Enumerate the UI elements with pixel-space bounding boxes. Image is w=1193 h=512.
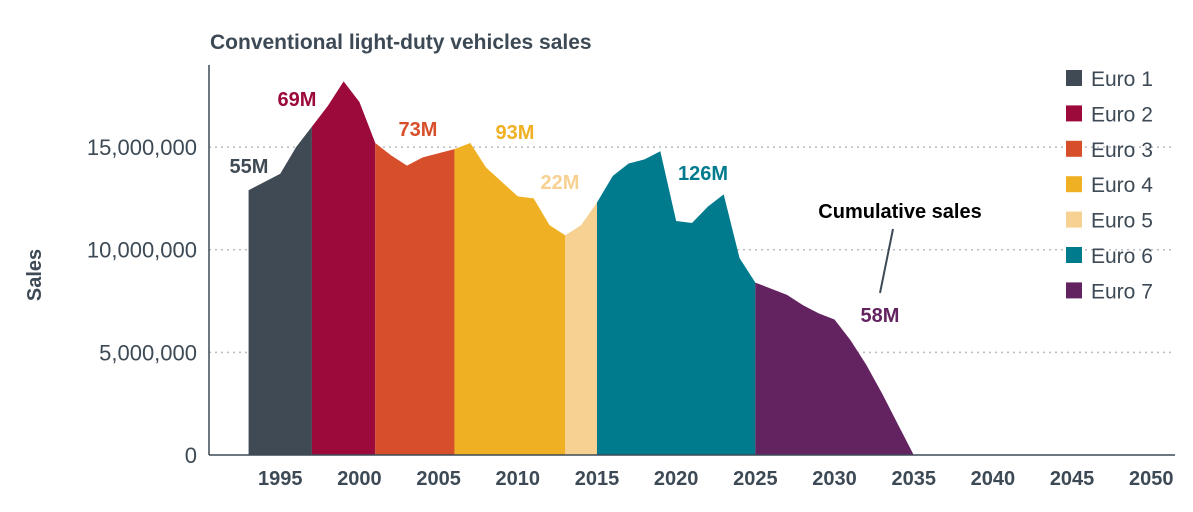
legend: Euro 1 Euro 2 Euro 3 Euro 4 Euro 5 Euro 6 Euro… (1066, 68, 1153, 303)
legend-label: Euro 7 (1091, 280, 1153, 303)
area-segments (248, 81, 914, 456)
legend-label: Euro 4 (1091, 174, 1153, 197)
area-euro-4 (454, 143, 566, 455)
y-axis-label: Sales (24, 249, 46, 301)
y-tick-label: 0 (185, 443, 197, 468)
legend-swatch (1066, 140, 1082, 157)
x-tick-label: 1995 (258, 468, 303, 490)
axes (208, 65, 1175, 456)
area-euro-6 (596, 151, 756, 456)
x-tick-label: 2045 (1050, 468, 1095, 490)
y-tick-label: 5,000,000 (99, 340, 197, 365)
area-euro-1 (248, 126, 312, 455)
legend-label: Euro 1 (1091, 68, 1153, 91)
grid (209, 146, 1175, 354)
legend-label: Euro 5 (1091, 210, 1153, 233)
total-label-euro-4: 93M (496, 122, 535, 144)
legend-label: Euro 3 (1091, 139, 1153, 162)
total-label-euro-1: 55M (230, 156, 269, 178)
chart-title: Conventional light-duty vehicles sales (210, 31, 592, 54)
x-tick-label: 2000 (337, 468, 382, 490)
area-euro-2 (311, 81, 376, 455)
legend-swatch (1066, 211, 1082, 228)
y-tick-label: 15,000,000 (87, 135, 197, 160)
legend-swatch (1066, 247, 1082, 263)
cumulative-sales-annotation: Cumulative sales (818, 201, 982, 294)
legend-swatch (1066, 176, 1082, 193)
x-tick-label: 2030 (812, 468, 857, 490)
y-axis-ticks: 0 5,000,000 10,000,000 15,000,000 (87, 135, 197, 468)
annotation-text: Cumulative sales (818, 201, 981, 223)
legend-swatch (1066, 70, 1082, 86)
legend-label: Euro 2 (1091, 103, 1153, 126)
total-label-euro-7: 58M (861, 305, 900, 327)
total-label-euro-2: 69M (278, 89, 317, 111)
x-tick-label: 2005 (416, 468, 461, 490)
area-euro-3 (375, 143, 455, 455)
x-tick-label: 2040 (971, 468, 1016, 490)
y-tick-label: 10,000,000 (87, 238, 197, 263)
x-tick-label: 2035 (891, 468, 936, 490)
legend-swatch (1066, 282, 1082, 299)
x-tick-label: 2015 (575, 468, 620, 490)
x-tick-label: 2025 (733, 468, 778, 490)
x-axis-ticks: 1995 2000 2005 2010 2015 2020 2025 2030 2035 2040… (258, 468, 1173, 490)
area-euro-7 (755, 282, 914, 455)
legend-label: Euro 6 (1091, 245, 1153, 268)
annotation-leader-line (879, 228, 894, 294)
segment-total-labels: 55M 69M 73M 93M 22M 126M 58M (230, 89, 900, 327)
x-tick-label: 2010 (496, 468, 541, 490)
total-label-euro-3: 73M (399, 119, 438, 141)
x-tick-label: 2050 (1129, 468, 1174, 490)
total-label-euro-6: 126M (678, 163, 728, 185)
area-euro-5 (565, 202, 597, 455)
total-label-euro-5: 22M (541, 172, 580, 194)
x-tick-label: 2020 (654, 468, 699, 490)
legend-swatch (1066, 105, 1082, 122)
